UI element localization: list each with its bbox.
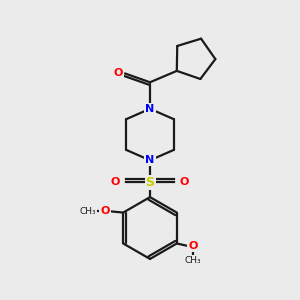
Text: O: O bbox=[100, 206, 110, 216]
Text: CH₃: CH₃ bbox=[185, 256, 201, 265]
Text: O: O bbox=[111, 177, 120, 188]
Text: O: O bbox=[188, 242, 198, 251]
Text: N: N bbox=[146, 155, 154, 165]
Text: N: N bbox=[146, 104, 154, 114]
Text: O: O bbox=[114, 68, 123, 78]
Text: S: S bbox=[146, 176, 154, 189]
Text: O: O bbox=[180, 177, 189, 188]
Text: CH₃: CH₃ bbox=[80, 207, 97, 216]
